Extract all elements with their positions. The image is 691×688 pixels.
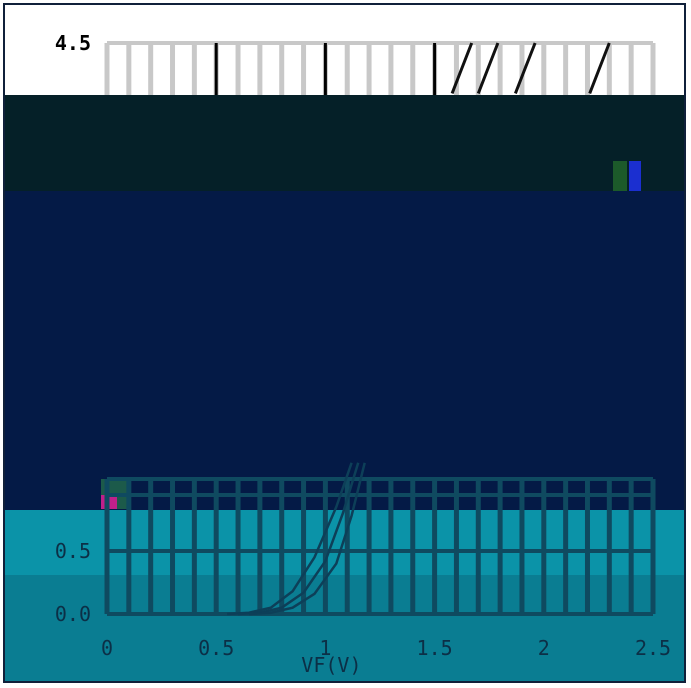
series-line-4 <box>450 42 474 94</box>
chart-frame: 0 0.5 1 1.5 2 2.5 0.0 0.5 4.5 VF(V) <box>3 3 686 683</box>
series-line-6 <box>514 42 537 94</box>
y-tick-label: 0.0 <box>55 602 91 626</box>
x-tick-label: 1 <box>319 636 331 660</box>
background-layer <box>5 95 684 681</box>
series-line-5 <box>476 42 500 94</box>
x-tick-label: 2.5 <box>635 636 671 660</box>
x-tick-label: 0.5 <box>198 636 234 660</box>
vf-chart: 0 0.5 1 1.5 2 2.5 0.0 0.5 4.5 VF(V) <box>5 31 684 681</box>
x-tick-label: 1.5 <box>417 636 453 660</box>
series-line-7 <box>588 42 611 94</box>
series-line-3 <box>248 462 366 616</box>
overlay-band-main <box>5 191 684 510</box>
x-axis-label: VF(V) <box>301 653 361 677</box>
axis-layer <box>107 43 653 616</box>
x-tick-label: 2 <box>538 636 550 660</box>
tick-label-layer: 0 0.5 1 1.5 2 2.5 0.0 0.5 4.5 <box>55 31 671 660</box>
overlay-band-top <box>5 95 684 191</box>
grid-layer <box>104 41 656 614</box>
overlay-artifact <box>613 161 627 191</box>
overlay-artifact <box>629 161 641 191</box>
x-tick-label: 0 <box>101 636 113 660</box>
series-layer <box>227 42 611 616</box>
teal-band-dark <box>5 575 684 681</box>
y-tick-label: 0.5 <box>55 539 91 563</box>
y-tick-label: 4.5 <box>55 31 91 55</box>
